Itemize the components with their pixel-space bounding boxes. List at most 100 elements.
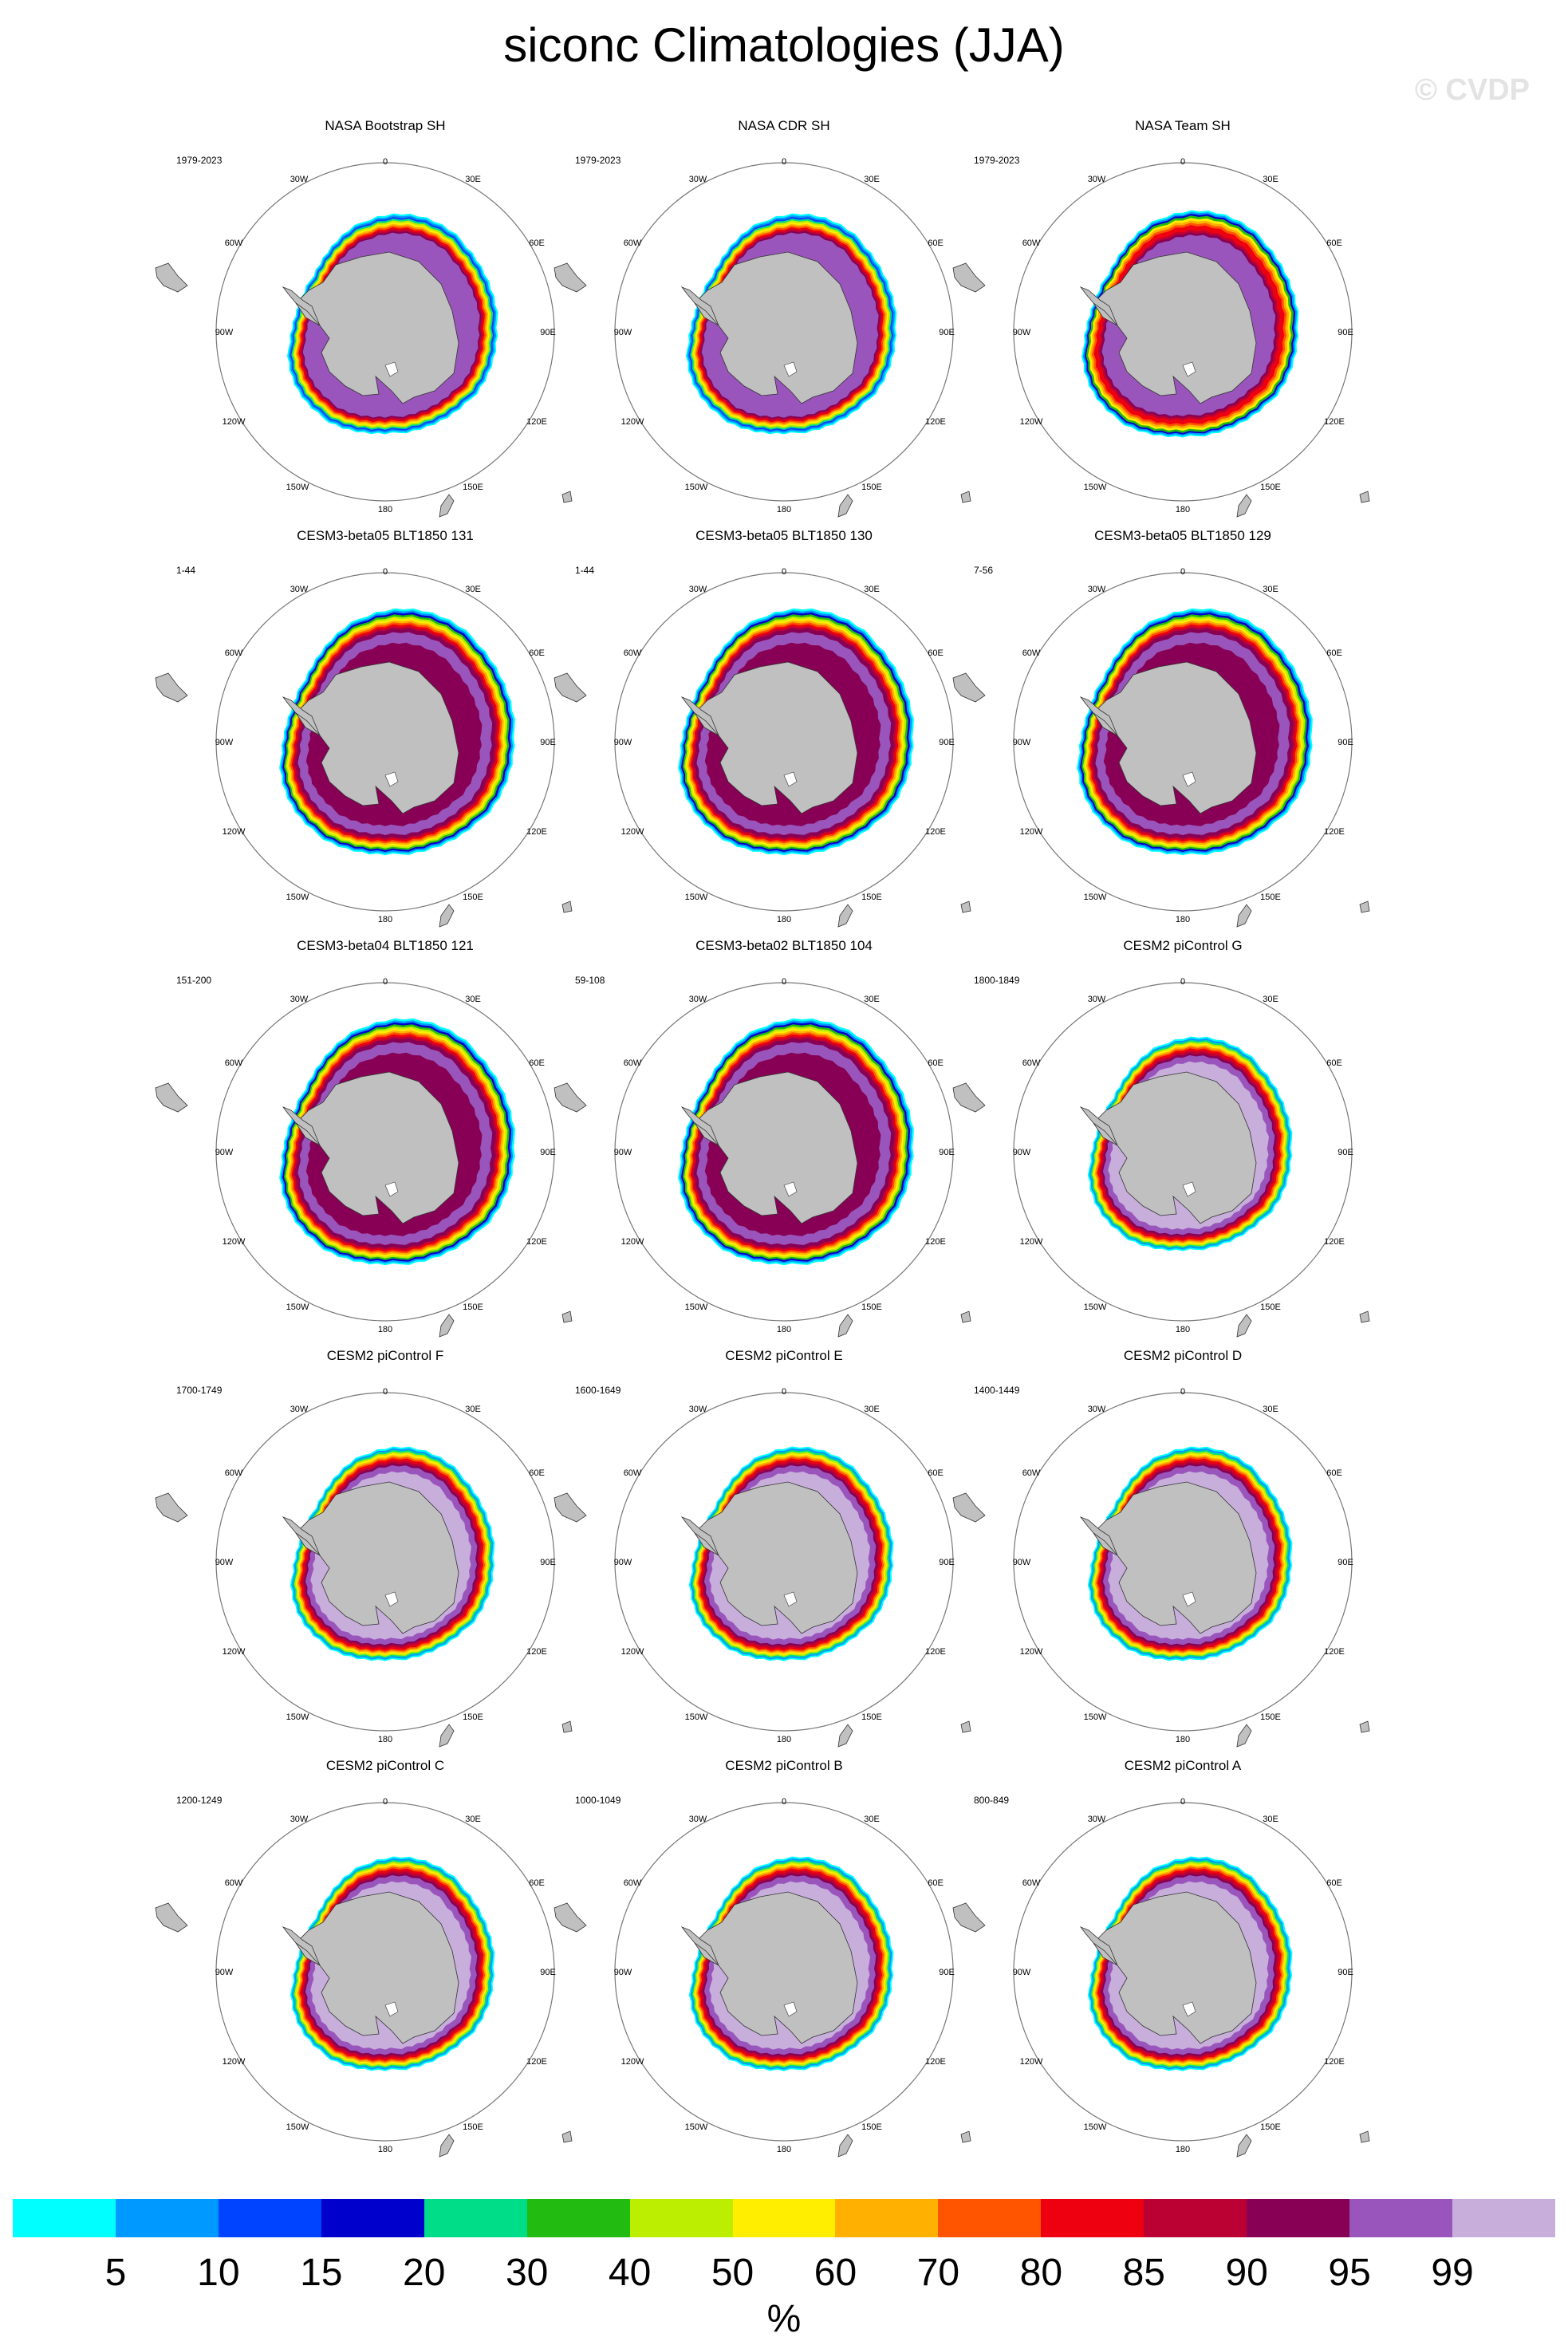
lon-label: 90E xyxy=(939,738,955,747)
south-america-tip xyxy=(952,1082,986,1113)
colorbar-tick-label: 15 xyxy=(300,2252,343,2294)
antarctica xyxy=(1093,251,1257,404)
lon-label: 90W xyxy=(1013,738,1031,747)
lon-label: 60W xyxy=(225,1878,243,1888)
lon-label: 30E xyxy=(465,1405,481,1414)
ross-ice-shelf xyxy=(783,361,798,377)
lon-label: 30E xyxy=(864,1815,880,1824)
panel-title: NASA CDR SH xyxy=(738,118,830,133)
new-zealand xyxy=(439,904,455,928)
new-zealand xyxy=(1236,2134,1252,2158)
lon-label: 120W xyxy=(223,1647,246,1657)
tasmania xyxy=(960,1310,971,1323)
colorbar-cell xyxy=(218,2199,322,2237)
lon-label: 60W xyxy=(624,1878,642,1888)
tasmania xyxy=(1359,491,1370,503)
panel-title: CESM2 piControl E xyxy=(725,1348,843,1363)
panel-years: 1979-2023 xyxy=(176,155,223,166)
ross-ice-shelf xyxy=(1182,361,1196,377)
lon-label: 180 xyxy=(777,915,791,924)
lon-label: 60E xyxy=(928,1878,944,1888)
colorbar-tick-label: 99 xyxy=(1431,2252,1474,2294)
new-zealand xyxy=(439,2134,455,2158)
lon-label: 30W xyxy=(1088,585,1106,594)
lon-label: 150E xyxy=(861,893,882,902)
south-america-tip xyxy=(155,1492,188,1523)
antarctica-land xyxy=(680,1071,858,1224)
antarctic-peninsula xyxy=(282,1926,321,1966)
lon-label: 150W xyxy=(1084,893,1107,902)
lon-label: 60E xyxy=(529,648,545,658)
lon-label: 30W xyxy=(1088,1815,1106,1824)
antarctic-peninsula xyxy=(1079,1516,1118,1556)
lon-label: 120E xyxy=(925,827,946,837)
lon-label: 180 xyxy=(378,505,392,514)
lon-label: 60E xyxy=(529,238,545,248)
lon-label: 0 xyxy=(383,977,388,987)
antarctic-peninsula xyxy=(282,1516,321,1556)
antarctica-land xyxy=(282,661,459,814)
lon-label: 30W xyxy=(290,995,309,1004)
lon-label: 90W xyxy=(614,1968,632,1977)
lon-label: 60E xyxy=(1326,1878,1342,1888)
lon-label: 90E xyxy=(939,1148,955,1157)
lon-label: 120W xyxy=(621,2057,644,2067)
new-zealand xyxy=(837,1724,853,1748)
antarctic-peninsula xyxy=(282,286,321,326)
lon-label: 150E xyxy=(861,2122,882,2132)
lon-label: 60E xyxy=(928,238,944,248)
lon-label: 60W xyxy=(1022,1058,1041,1068)
tasmania xyxy=(561,2130,573,2143)
new-zealand xyxy=(1236,904,1252,928)
lon-label: 60W xyxy=(624,1058,642,1068)
map-panel: CESM2 piControl G 1800-1849 0 180 30W 30E 60W 6… xyxy=(944,938,1422,1353)
polar-map: 0 180 30W 30E 60W 60E 90W 90E 120W 120E 150W 150E xyxy=(155,567,573,928)
panel-years: 1-44 xyxy=(176,565,196,576)
colorbar-tick-label: 70 xyxy=(916,2252,960,2294)
lon-label: 30E xyxy=(1263,585,1278,594)
antarctic-peninsula xyxy=(282,1106,321,1146)
lon-label: 150W xyxy=(1084,1303,1107,1312)
lon-label: 30E xyxy=(864,995,880,1004)
lon-label: 90W xyxy=(215,328,234,337)
lon-label: 150W xyxy=(685,2122,708,2132)
ross-ice-shelf xyxy=(783,1591,798,1607)
south-america-tip xyxy=(554,1082,587,1113)
antarctic-peninsula xyxy=(1079,1106,1118,1146)
lon-label: 120W xyxy=(621,417,644,427)
new-zealand xyxy=(1236,494,1252,518)
colorbar-cell xyxy=(1247,2199,1350,2237)
ross-ice-shelf xyxy=(783,2001,798,2017)
lon-label: 180 xyxy=(1176,915,1190,924)
lon-label: 90W xyxy=(614,328,632,337)
panel-years: 59-108 xyxy=(575,975,605,986)
ross-ice-shelf xyxy=(1182,2001,1196,2017)
polar-map: 0 180 30W 30E 60W 60E 90W 90E 120W 120E 150W 150E xyxy=(155,1797,573,2158)
lon-label: 0 xyxy=(383,1387,388,1397)
tasmania xyxy=(960,2130,971,2143)
ross-ice-shelf xyxy=(384,361,399,377)
lon-label: 30W xyxy=(689,995,707,1004)
lon-label: 180 xyxy=(378,1325,392,1334)
south-america-tip xyxy=(554,672,587,703)
lon-label: 90W xyxy=(1013,1968,1031,1977)
tasmania xyxy=(561,1310,573,1323)
lon-label: 60W xyxy=(1022,238,1041,248)
lon-label: 90E xyxy=(1338,738,1353,747)
ross-ice-shelf xyxy=(384,1591,399,1607)
lon-label: 120E xyxy=(925,2057,946,2067)
antarctica xyxy=(295,1481,459,1634)
antarctica xyxy=(694,661,858,814)
lon-label: 90E xyxy=(1338,1558,1353,1567)
lon-label: 120W xyxy=(223,417,246,427)
colorbar-tick-label: 50 xyxy=(711,2252,754,2294)
colorbar-tick-label: 90 xyxy=(1225,2252,1268,2294)
tasmania xyxy=(561,901,573,913)
lon-label: 0 xyxy=(782,1797,786,1807)
colorbar-cell xyxy=(13,2199,116,2237)
antarctica xyxy=(694,1481,858,1634)
lon-label: 60E xyxy=(928,1058,944,1068)
polar-map: 0 180 30W 30E 60W 60E 90W 90E 120W 120E 150W 150E xyxy=(952,1797,1370,2158)
lon-label: 0 xyxy=(782,977,786,987)
lon-label: 120W xyxy=(621,1647,644,1657)
